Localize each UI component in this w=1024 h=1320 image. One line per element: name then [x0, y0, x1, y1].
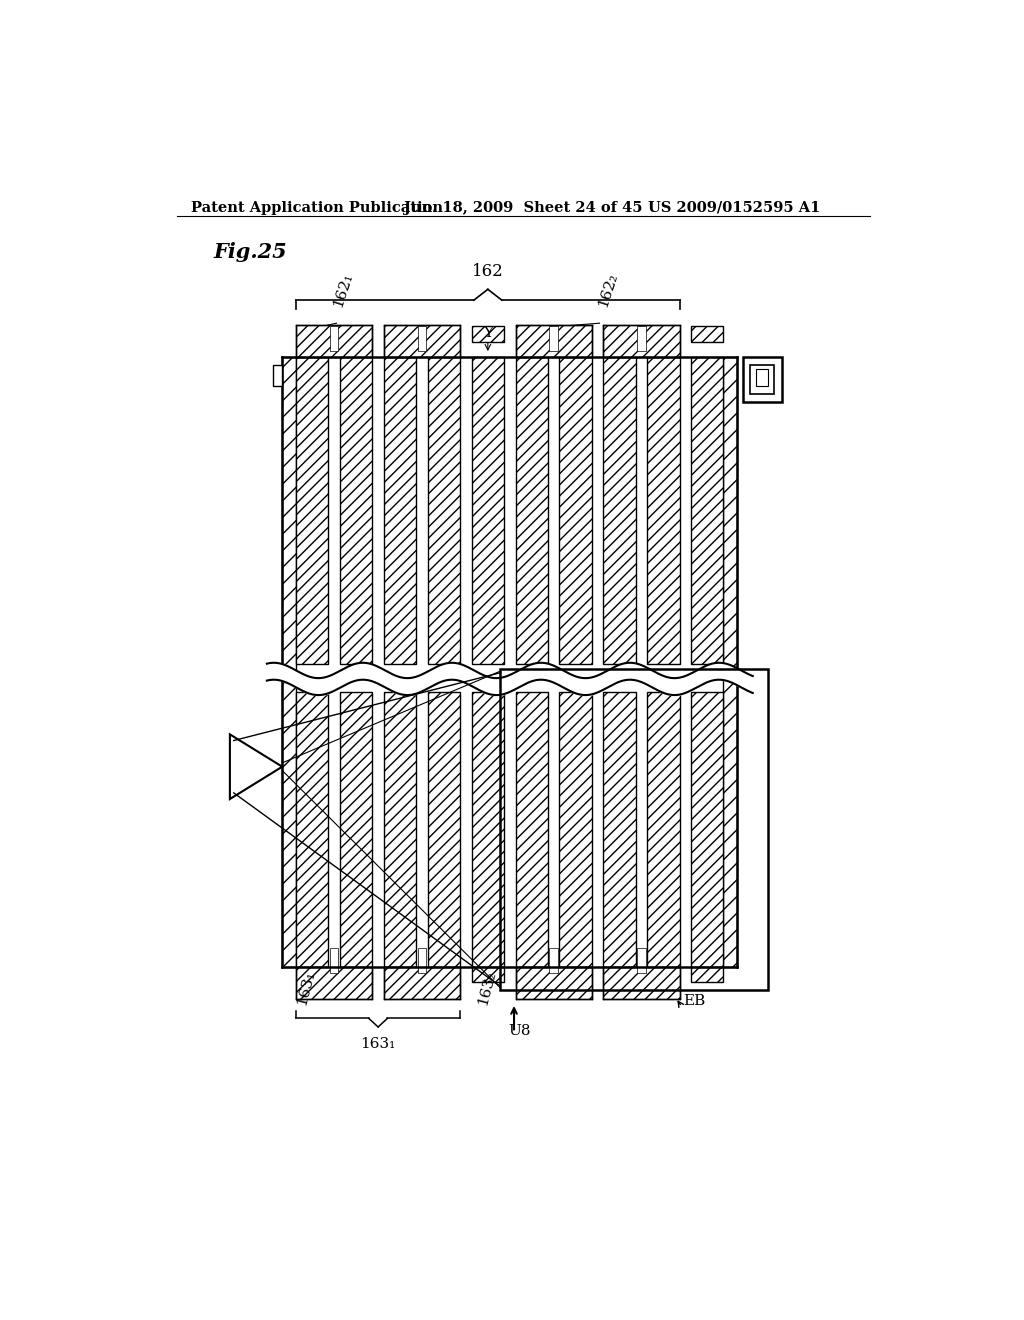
Bar	[500, 669, 768, 990]
Bar	[603, 325, 680, 358]
Bar	[296, 325, 373, 358]
Text: Jun. 18, 2009  Sheet 24 of 45: Jun. 18, 2009 Sheet 24 of 45	[403, 201, 642, 215]
Bar	[273, 364, 283, 387]
Text: Fig.25: Fig.25	[214, 242, 288, 261]
Bar	[691, 692, 724, 966]
Text: U8: U8	[508, 1024, 530, 1038]
Bar	[559, 692, 592, 966]
Bar	[515, 325, 592, 358]
Bar	[283, 358, 296, 966]
Text: 163₁: 163₁	[295, 969, 317, 1007]
Bar	[559, 358, 592, 664]
Text: Y: Y	[483, 326, 493, 341]
Bar	[384, 966, 460, 999]
Bar	[724, 358, 737, 966]
Bar	[637, 949, 646, 973]
Bar	[296, 966, 373, 999]
Bar	[637, 326, 646, 351]
Bar	[340, 358, 373, 664]
Bar	[603, 966, 680, 999]
Bar	[472, 326, 504, 342]
Bar	[418, 949, 426, 973]
Bar	[340, 692, 373, 966]
Bar	[691, 326, 724, 342]
Bar	[296, 358, 329, 664]
Bar	[550, 326, 558, 351]
Bar	[743, 358, 782, 401]
Bar	[472, 968, 504, 982]
Text: 162₂: 162₂	[596, 272, 620, 309]
Bar	[515, 692, 548, 966]
Bar	[296, 692, 329, 966]
Bar	[647, 692, 680, 966]
Bar	[750, 364, 774, 395]
Bar	[515, 358, 548, 664]
Bar	[472, 692, 504, 966]
Bar	[756, 370, 768, 387]
Text: EB: EB	[683, 994, 706, 1008]
Text: 162₁: 162₁	[331, 272, 354, 309]
Bar	[384, 358, 416, 664]
Bar	[691, 358, 724, 664]
Bar	[428, 692, 460, 966]
Text: 163₁: 163₁	[360, 1038, 395, 1051]
Bar	[472, 358, 504, 664]
Bar	[330, 949, 339, 973]
Bar	[691, 968, 724, 982]
Bar	[647, 358, 680, 664]
Bar	[603, 358, 636, 664]
Polygon shape	[230, 734, 283, 799]
Bar	[603, 692, 636, 966]
Text: US 2009/0152595 A1: US 2009/0152595 A1	[648, 201, 820, 215]
Bar	[330, 326, 339, 351]
Bar	[384, 325, 460, 358]
Bar	[418, 326, 426, 351]
Text: 163₂: 163₂	[475, 969, 498, 1007]
Bar	[428, 358, 460, 664]
Bar	[550, 949, 558, 973]
Text: 162: 162	[472, 263, 504, 280]
Bar	[515, 966, 592, 999]
Bar	[384, 692, 416, 966]
Text: Patent Application Publication: Patent Application Publication	[190, 201, 442, 215]
